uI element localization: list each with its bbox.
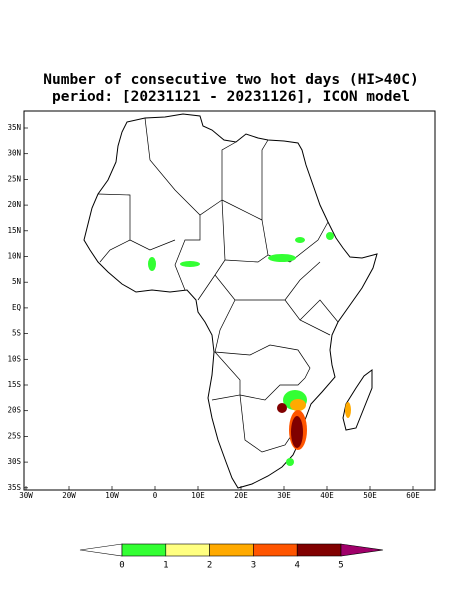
colorbar-triangle [340, 543, 384, 557]
colorbar-box [121, 543, 167, 557]
lat-tick-label: 20N [7, 200, 21, 209]
lat-tick-label: 30S [7, 457, 21, 466]
map-ticks: 35N 30N 25N 20N 15N 10N 5N EQ 5S 10S 15S 20S 25S 30S 3… [7, 123, 420, 500]
lat-tick-label: 35N [7, 123, 21, 132]
lat-tick-label: 10S [7, 354, 21, 363]
lat-tick-label: 25N [7, 174, 21, 183]
lat-tick-label: 30N [7, 149, 21, 158]
colorbar-label: 1 [163, 561, 168, 571]
title-line: period: [20231121 - 20231126], ICON mode… [52, 89, 410, 105]
lon-tick-label: 10W [105, 491, 119, 500]
title-line: Number of consecutive two hot days (HI>4… [43, 72, 418, 88]
lon-tick-label: 60E [406, 491, 420, 500]
lon-tick-label: 50E [363, 491, 377, 500]
lon-tick-label: 30W [19, 491, 33, 500]
lat-tick-label: 20S [7, 406, 21, 415]
colorbar-label: 3 [251, 561, 256, 571]
lat-tick-label: 5S [12, 329, 22, 338]
lon-tick-label: 0 [153, 491, 158, 500]
colorbar-label: 5 [338, 561, 343, 571]
lat-tick-label: 35S [7, 483, 21, 492]
colorbar-label: 4 [294, 561, 299, 571]
colorbar-box [209, 543, 254, 557]
lat-tick-label: 15S [7, 380, 21, 389]
lat-tick-label: EQ [12, 303, 22, 312]
map-frame [23, 110, 436, 491]
colorbar-label: 0 [119, 561, 124, 571]
lon-tick-label: 20W [62, 491, 76, 500]
lon-tick-label: 30E [277, 491, 291, 500]
lat-tick-label: 5N [12, 277, 21, 286]
colorbar-box [296, 543, 342, 557]
colorbar-box [253, 543, 298, 557]
lat-tick-label: 15N [7, 226, 21, 235]
lon-tick-label: 10E [191, 491, 205, 500]
lon-tick-label: 40E [320, 491, 334, 500]
colorbar-label: 2 [207, 561, 212, 571]
map [23, 110, 436, 491]
lon-tick-label: 20E [234, 491, 248, 500]
hot-day-patches [148, 232, 351, 466]
lat-tick-label: 25S [7, 431, 21, 440]
colorbar-box [165, 543, 210, 557]
lat-tick-label: 10N [7, 252, 21, 261]
borders [97, 117, 339, 453]
colorbar: 0 1 2 3 4 5 [79, 543, 384, 571]
